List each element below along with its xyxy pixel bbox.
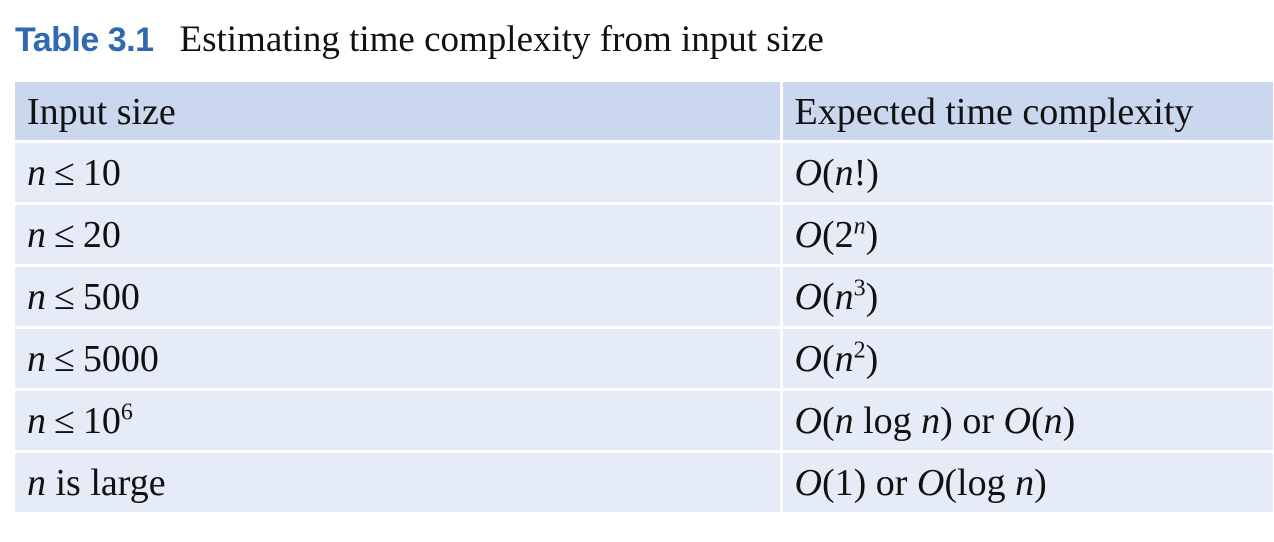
log-function: log [863, 399, 912, 442]
var-n: n [834, 337, 854, 380]
input-exponent: 6 [120, 398, 133, 425]
paren: ( [821, 337, 835, 380]
paren: ( [1030, 399, 1044, 442]
complexity-table: Input size Expected time complexity n ≤10… [15, 82, 1273, 515]
table-body: n ≤10 O(n!) n ≤20 O(2n) n ≤500 O(n3) [15, 141, 1273, 515]
base: 2 [834, 213, 854, 256]
factorial: ! [853, 151, 867, 194]
constant: 1 [834, 461, 854, 504]
var-n: n [1043, 399, 1063, 442]
paren: ( [821, 399, 835, 442]
var-n: n [834, 399, 854, 442]
table-caption: Table 3.1 Estimating time complexity fro… [15, 18, 824, 68]
input-size-cell: n ≤500 [15, 265, 783, 329]
or-word: or [962, 399, 994, 442]
var-n: n [27, 337, 46, 380]
table-row: n ≤20 O(2n) [15, 203, 1273, 267]
input-value: is large [55, 461, 166, 504]
header-expected-complexity: Expected time complexity [781, 82, 1273, 143]
input-value: 500 [82, 275, 140, 318]
input-size-cell: n is large [15, 451, 783, 515]
var-n: n [27, 213, 46, 256]
input-size-cell: n ≤10 [15, 141, 783, 205]
var-n: n [27, 399, 46, 442]
var-n: n [834, 151, 854, 194]
input-size-cell: n ≤5000 [15, 327, 783, 391]
input-value: 10 [82, 399, 121, 442]
input-size-cell: n ≤20 [15, 203, 783, 267]
complexity-cell: O(n2) [781, 327, 1273, 391]
complexity-cell: O(n!) [781, 141, 1273, 205]
paren: ( [821, 461, 835, 504]
paren: ( [944, 461, 958, 504]
paren: ) [940, 399, 953, 442]
paren: ( [821, 151, 835, 194]
big-o: O [794, 213, 822, 256]
big-o: O [916, 461, 945, 504]
big-o: O [794, 399, 822, 442]
leq-symbol: ≤ [54, 399, 75, 442]
table-number: Table 3.1 [15, 21, 154, 59]
table-row: n ≤10 O(n!) [15, 141, 1273, 205]
leq-symbol: ≤ [54, 275, 75, 318]
paren: ) [1034, 461, 1047, 504]
exponent: n [853, 212, 866, 239]
table-row: n ≤500 O(n3) [15, 265, 1273, 329]
complexity-cell: O(1) or O(log n) [781, 451, 1273, 515]
paren: ) [853, 461, 867, 504]
table-header: Input size Expected time complexity [15, 82, 1273, 143]
paren: ) [865, 337, 879, 380]
table-row: n ≤5000 O(n2) [15, 327, 1273, 391]
input-value: 20 [82, 213, 121, 256]
paren: ( [821, 275, 835, 318]
big-o: O [794, 151, 822, 194]
exponent: 3 [853, 274, 866, 301]
paren: ( [821, 213, 835, 256]
table-row: n is large O(1) or O(log n) [15, 451, 1273, 515]
leq-symbol: ≤ [54, 337, 75, 380]
var-n: n [27, 151, 46, 194]
big-o: O [1003, 399, 1031, 442]
input-size-cell: n ≤106 [15, 389, 783, 453]
var-n: n [27, 461, 46, 504]
paren: ) [865, 275, 879, 318]
complexity-cell: O(n3) [781, 265, 1273, 329]
complexity-cell: O(2n) [781, 203, 1273, 267]
table-row: n ≤106 O(n log n) or O(n) [15, 389, 1273, 453]
log-function: log [957, 461, 1006, 504]
var-n: n [921, 399, 941, 442]
big-o: O [794, 461, 822, 504]
exponent: 2 [853, 336, 866, 363]
big-o: O [794, 275, 822, 318]
header-input-size: Input size [15, 82, 783, 143]
var-n: n [1015, 461, 1035, 504]
or-word: or [875, 461, 908, 504]
complexity-cell: O(n log n) or O(n) [781, 389, 1273, 453]
header-row: Input size Expected time complexity [15, 82, 1273, 143]
paren: ) [866, 151, 879, 194]
big-o: O [794, 337, 822, 380]
leq-symbol: ≤ [54, 151, 75, 194]
paren: ) [1062, 399, 1076, 442]
input-value: 5000 [82, 337, 159, 380]
var-n: n [27, 275, 46, 318]
paren: ) [865, 213, 879, 256]
input-value: 10 [82, 151, 121, 194]
var-n: n [834, 275, 854, 318]
leq-symbol: ≤ [54, 213, 75, 256]
table-title: Estimating time complexity from input si… [179, 19, 824, 60]
